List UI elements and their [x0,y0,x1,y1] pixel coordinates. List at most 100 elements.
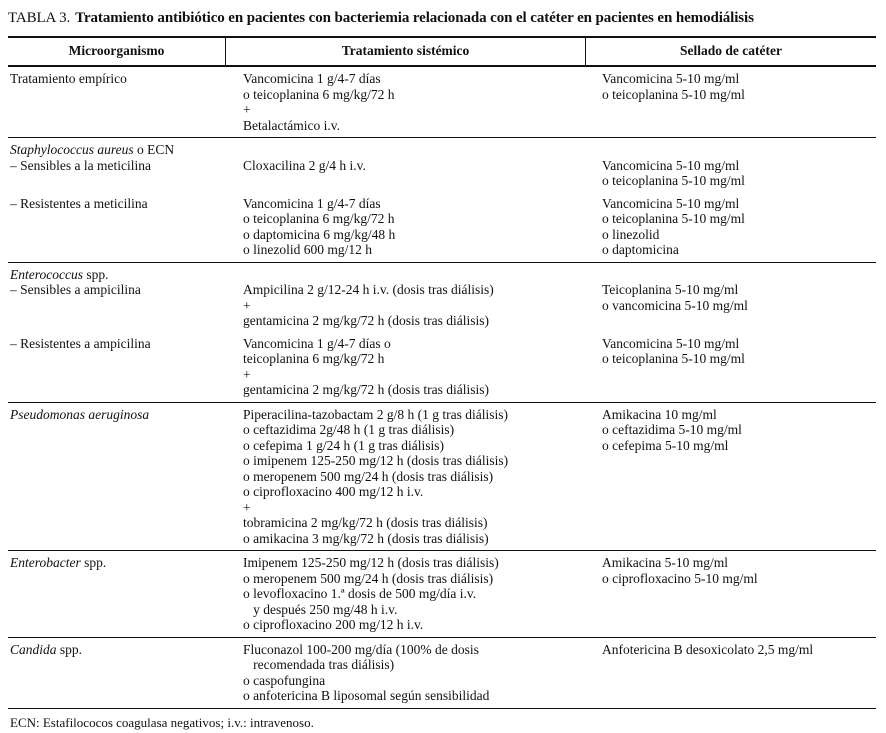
systemic-treatment-cell: Vancomicina 1 g/4-7 días o teicoplanina 6… [225,196,585,258]
systemic-treatment-line: o linezolid 600 mg/12 h [243,242,372,257]
systemic-treatment-line: + [243,297,251,313]
systemic-treatment-line: o cefepima 1 g/24 h (1 g tras diálisis) [243,437,444,453]
table-header-row: Microorganismo Tratamiento sistémico Sel… [8,38,876,67]
catheter-lock-line: Anfotericina B desoxicolato 2,5 mg/ml [602,641,814,657]
microorganism-name-segment: – Resistentes a meticilina [10,195,148,211]
systemic-treatment-line: o ciprofloxacino 400 mg/12 h i.v. [243,484,424,499]
table-footnote: ECN: Estafilococos coagulasa negativos; … [10,714,314,730]
systemic-treatment-cell: Vancomicina 1 g/4-7 días o teicoplanina 6… [225,71,585,133]
table-row: Candida spp. Fluconazol 100-200 mg/día (1… [8,642,876,704]
systemic-treatment-cell: Fluconazol 100-200 mg/día (100% de dosis… [225,642,585,704]
microorganism-name-segment: Tratamiento empírico [10,71,127,86]
microorganism-cell: – Resistentes a meticilina [8,196,225,258]
table-section: Pseudomonas aeruginosa Piperacilina-tazob… [8,403,876,551]
systemic-treatment-line: Vancomicina 1 g/4-7 días [243,71,381,86]
systemic-treatment-line: Vancomicina 1 g/4-7 días [243,195,381,211]
systemic-treatment-line: o imipenem 125-250 mg/12 h (dosis tras d… [243,453,509,468]
catheter-lock-cell: Anfotericina B desoxicolato 2,5 mg/ml [585,642,876,704]
systemic-treatment-line: o levofloxacino 1.ª dosis de 500 mg/día … [243,586,477,601]
systemic-treatment-line: Ampicilina 2 g/12-24 h i.v. (dosis tras … [243,282,494,297]
table-section: Candida spp. Fluconazol 100-200 mg/día (1… [8,638,876,709]
systemic-treatment-line: o teicoplanina 6 mg/kg/72 h [243,86,395,102]
systemic-treatment-line: Betalactámico i.v. [243,117,340,133]
catheter-lock-line: o linezolid [602,226,660,242]
catheter-lock-cell: Vancomicina 5-10 mg/ml o teicoplanina 5-1… [585,196,876,258]
catheter-lock-line: o vancomicina 5-10 mg/ml [602,297,748,313]
catheter-lock-line: o daptomicina [602,242,679,257]
systemic-treatment-line: o caspofungina [243,672,326,688]
catheter-lock-line: Amikacina 10 mg/ml [602,406,717,422]
systemic-treatment-line: + [243,366,251,382]
microorganism-name-segment: Staphylococcus aureus [10,142,134,157]
systemic-treatment-cell: Cloxacilina 2 g/4 h i.v. [225,158,585,189]
catheter-lock-line: o cefepima 5-10 mg/ml [602,437,729,453]
catheter-lock-line: Amikacina 5-10 mg/ml [602,555,728,570]
microorganism-cell: Enterobacter spp. [8,555,225,633]
table-row: – Sensibles a la meticilina Cloxacilina 2… [8,158,876,189]
microorganism-name-segment: spp. [82,266,109,282]
catheter-lock-line: Vancomicina 5-10 mg/ml [602,335,740,351]
systemic-treatment-cell: Ampicilina 2 g/12-24 h i.v. (dosis tras … [225,282,585,329]
catheter-lock-line: Vancomicina 5-10 mg/ml [602,71,740,86]
table-row: Tratamiento empírico Vancomicina 1 g/4-7 … [8,71,876,133]
systemic-treatment-cell: Imipenem 125-250 mg/12 h (dosis tras diá… [225,555,585,633]
microorganism-cell: Tratamiento empírico [8,71,225,133]
table-section: Tratamiento empírico Vancomicina 1 g/4-7 … [8,67,876,138]
microorganism-name-segment: – Resistentes a ampicilina [10,335,151,351]
table-number: TABLA 3. [8,10,71,26]
microorganism-name-segment: – Sensibles a ampicilina [10,282,141,297]
catheter-lock-line: o ciprofloxacino 5-10 mg/ml [602,570,758,586]
catheter-lock-line: o teicoplanina 5-10 mg/ml [602,173,745,188]
table-body: Tratamiento empírico Vancomicina 1 g/4-7 … [8,67,876,709]
microorganism-name-segment: o ECN [133,142,175,157]
systemic-treatment-line: Fluconazol 100-200 mg/día (100% de dosis [243,641,479,657]
microorganism-name-segment: Enterobacter [10,555,81,570]
catheter-lock-line: Teicoplanina 5-10 mg/ml [602,282,739,297]
catheter-lock-line: o teicoplanina 5-10 mg/ml [602,86,745,102]
table-caption: Tratamiento antibiótico en pacientes con… [75,10,754,26]
catheter-lock-cell: Vancomicina 5-10 mg/ml o teicoplanina 5-1… [585,336,876,398]
catheter-lock-line: Vancomicina 5-10 mg/ml [602,157,740,173]
microorganism-name-segment: – Sensibles a la meticilina [10,157,151,173]
systemic-treatment-line: recomendada tras diálisis) [243,657,395,672]
systemic-treatment-line: o amikacina 3 mg/kg/72 h (dosis tras diá… [243,530,489,546]
systemic-treatment-line: gentamicina 2 mg/kg/72 h (dosis tras diá… [243,382,489,397]
catheter-lock-line: o teicoplanina 5-10 mg/ml [602,211,745,226]
table-section: Staphylococcus aureus o ECN – Sensibles a… [8,138,876,263]
systemic-treatment-line: o anfotericina B liposomal según sensibi… [243,688,490,703]
table-section: Enterococcus spp. – Sensibles a ampicilin… [8,263,876,403]
systemic-treatment-line: Cloxacilina 2 g/4 h i.v. [243,157,366,173]
table-row: – Resistentes a meticilina Vancomicina 1 … [8,196,876,258]
table-row: – Sensibles a ampicilina Ampicilina 2 g/1… [8,282,876,329]
systemic-treatment-line: o teicoplanina 6 mg/kg/72 h [243,211,395,226]
section-header-microorganism: Enterococcus spp. [8,267,876,283]
systemic-treatment-line: y después 250 mg/48 h i.v. [243,601,398,617]
microorganism-cell: – Sensibles a la meticilina [8,158,225,189]
systemic-treatment-line: o daptomicina 6 mg/kg/48 h [243,226,396,242]
catheter-lock-cell: Vancomicina 5-10 mg/ml o teicoplanina 5-1… [585,71,876,133]
catheter-lock-line: o teicoplanina 5-10 mg/ml [602,351,745,366]
systemic-treatment-line: o ciprofloxacino 200 mg/12 h i.v. [243,617,424,632]
microorganism-name-segment: Pseudomonas aeruginosa [10,406,150,422]
table-row: Pseudomonas aeruginosa Piperacilina-tazob… [8,407,876,547]
antibiotic-treatment-table: Microorganismo Tratamiento sistémico Sel… [8,36,876,709]
systemic-treatment-line: o meropenem 500 mg/24 h (dosis tras diál… [243,570,494,586]
systemic-treatment-line: teicoplanina 6 mg/kg/72 h [243,351,385,366]
microorganism-cell: Pseudomonas aeruginosa [8,407,225,547]
catheter-lock-cell: Teicoplanina 5-10 mg/ml o vancomicina 5-1… [585,282,876,329]
catheter-lock-cell: Vancomicina 5-10 mg/ml o teicoplanina 5-1… [585,158,876,189]
table-row: Enterobacter spp. Imipenem 125-250 mg/12 … [8,555,876,633]
column-header-catheter-lock: Sellado de catéter [585,38,876,65]
systemic-treatment-line: o meropenem 500 mg/24 h (dosis tras diál… [243,468,494,484]
table-title: TABLA 3. Tratamiento antibiótico en pacie… [8,10,876,27]
systemic-treatment-line: + [243,499,251,515]
systemic-treatment-cell: Vancomicina 1 g/4-7 días o teicoplanina 6… [225,336,585,398]
systemic-treatment-line: tobramicina 2 mg/kg/72 h (dosis tras diá… [243,515,488,530]
catheter-lock-cell: Amikacina 10 mg/ml o ceftazidima 5-10 mg/… [585,407,876,547]
systemic-treatment-line: + [243,102,251,117]
systemic-treatment-line: Imipenem 125-250 mg/12 h (dosis tras diá… [243,555,499,570]
table-row: – Resistentes a ampicilina Vancomicina 1 … [8,336,876,398]
catheter-lock-line: o ceftazidima 5-10 mg/ml [602,422,742,437]
microorganism-name-segment: spp. [80,555,107,570]
